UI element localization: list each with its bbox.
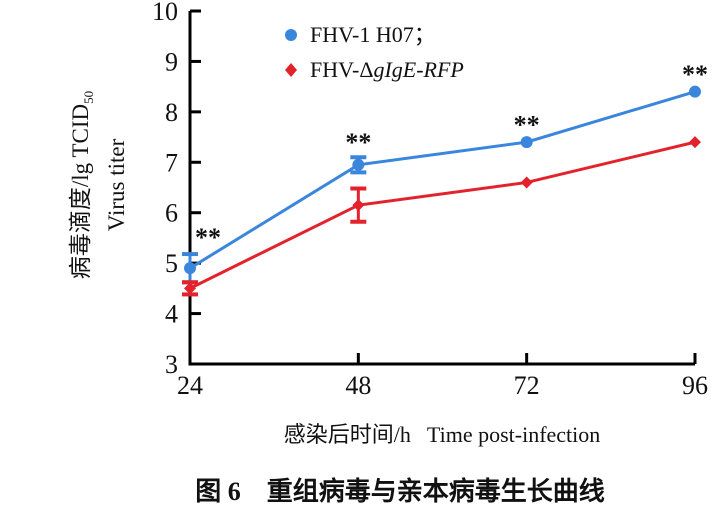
y-tick-label: 8 (165, 98, 178, 127)
x-tick-label: 72 (514, 371, 540, 400)
x-axis-title: 感染后时间/h Time post-infection (284, 422, 601, 447)
y-tick-label: 10 (152, 0, 178, 26)
legend-label-fhv1: FHV-1 H07； (310, 22, 436, 47)
legend-marker-fhv1 (285, 29, 297, 41)
data-point (352, 199, 365, 212)
axes: 3 4 5 6 7 8 9 10 24 48 72 96 (152, 0, 708, 400)
y-axis-title: 病毒滴度/lg TCID50 Virus titer (68, 91, 129, 279)
data-point (520, 176, 533, 189)
significance-label: ** (195, 223, 221, 252)
figure-caption: 图 6 重组病毒与亲本病毒生长曲线 (195, 476, 605, 506)
legend-label-mutant: FHV-ΔgIgE-RFP (310, 57, 464, 82)
data-point (689, 85, 701, 98)
data-point (184, 282, 196, 295)
y-tick-label: 6 (165, 199, 178, 228)
significance-label: ** (682, 60, 708, 89)
x-tick-label: 48 (345, 371, 371, 400)
legend: FHV-1 H07； FHV-ΔgIgE-RFP (285, 22, 464, 82)
series-0 (182, 85, 701, 285)
data-point (520, 136, 533, 149)
y-tick-label: 9 (165, 47, 178, 76)
y-axis-title-cn: 病毒滴度/lg TCID50 (68, 91, 96, 279)
data-point (184, 262, 196, 275)
legend-label-mutant-italic: gIgE-RFP (373, 57, 463, 82)
y-tick-label: 5 (165, 249, 178, 278)
data-point (352, 158, 365, 171)
series-line (189, 140, 696, 290)
x-tick-label: 96 (682, 371, 708, 400)
y-axis-title-subscript: 50 (81, 91, 96, 104)
x-tick-label: 24 (177, 371, 203, 400)
legend-label-mutant-plain: FHV-Δ (310, 57, 373, 82)
y-tick-label: 3 (165, 350, 178, 379)
legend-marker-mutant (285, 63, 297, 77)
y-tick-label: 4 (165, 300, 178, 329)
y-axis-title-en: Virus titer (104, 138, 129, 231)
y-tick-label: 7 (165, 148, 178, 177)
series-layer: ** ** ** ** (182, 60, 708, 297)
series-line (189, 90, 696, 270)
significance-label: ** (345, 128, 371, 157)
significance-label: ** (514, 111, 540, 140)
series-1 (182, 136, 701, 297)
data-point (689, 136, 701, 149)
